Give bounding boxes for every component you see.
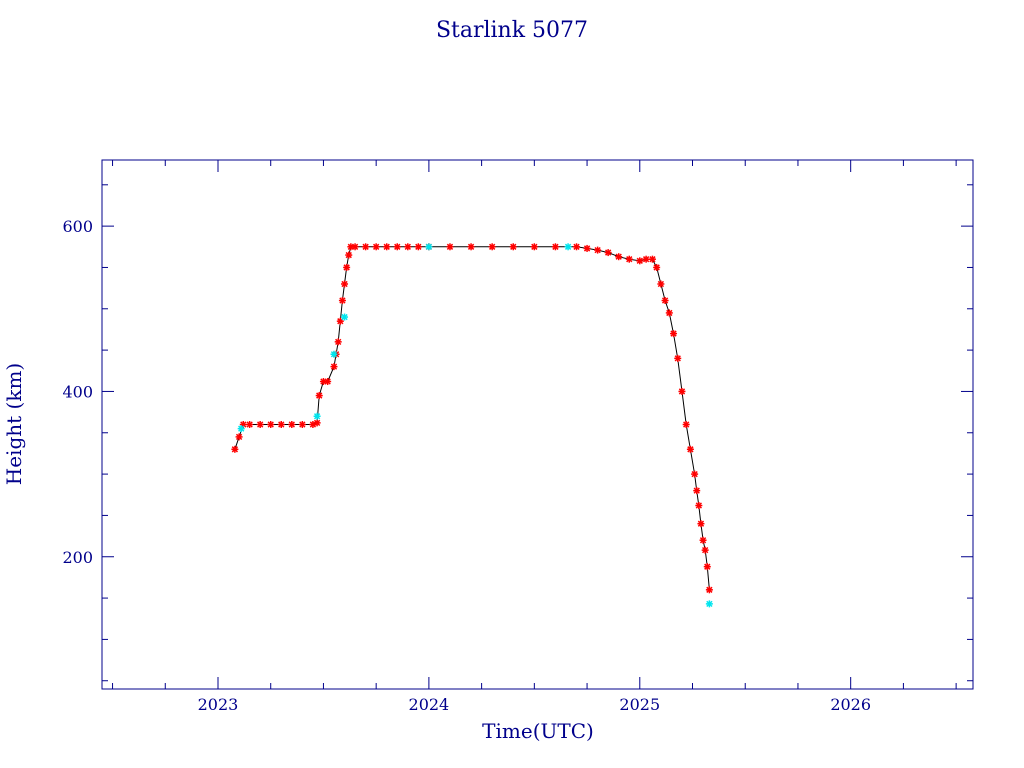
data-point xyxy=(697,520,705,528)
data-point xyxy=(298,421,306,428)
data-point xyxy=(467,243,475,251)
data-point xyxy=(231,445,239,453)
x-axis-ticks xyxy=(217,160,852,689)
data-point xyxy=(288,421,296,428)
x-axis-minor-ticks xyxy=(112,160,957,689)
data-point xyxy=(705,586,713,594)
data-point xyxy=(604,249,612,257)
data-point xyxy=(682,421,690,428)
data-point xyxy=(330,350,338,358)
data-point xyxy=(551,243,559,251)
x-tick-label: 2026 xyxy=(830,695,871,714)
data-point xyxy=(446,243,454,251)
x-axis-tick-labels: 2023 2024 2025 2026 xyxy=(198,695,871,714)
data-point xyxy=(573,243,581,251)
data-point xyxy=(362,243,370,251)
data-point xyxy=(345,251,353,259)
data-point xyxy=(267,421,275,428)
y-axis-minor-ticks xyxy=(102,184,973,682)
data-point xyxy=(324,378,332,386)
x-axis-label: Time(UTC) xyxy=(482,719,594,743)
y-axis-tick-labels: 200 400 600 xyxy=(62,217,93,567)
series-points xyxy=(231,243,713,608)
data-point xyxy=(699,536,707,544)
plot-frame xyxy=(101,159,974,690)
data-point xyxy=(341,313,349,321)
data-point xyxy=(636,257,644,265)
data-point xyxy=(583,244,591,252)
data-point xyxy=(425,243,433,251)
data-point xyxy=(661,297,669,305)
data-point xyxy=(701,546,709,554)
data-point xyxy=(693,487,701,495)
data-point xyxy=(625,255,633,263)
series-secondary xyxy=(237,243,713,608)
data-point xyxy=(246,421,254,428)
data-point xyxy=(237,425,245,433)
y-tick-label: 600 xyxy=(62,217,93,236)
data-point xyxy=(235,433,243,441)
data-point xyxy=(691,470,699,478)
y-axis-label: Height (km) xyxy=(2,363,26,485)
data-point xyxy=(678,387,686,395)
series-line xyxy=(234,246,710,590)
x-tick-label: 2024 xyxy=(409,695,450,714)
data-point xyxy=(313,412,321,420)
data-point xyxy=(695,502,703,510)
data-point xyxy=(705,600,713,608)
series-primary xyxy=(231,243,713,594)
y-axis-ticks xyxy=(102,225,973,558)
data-point xyxy=(670,330,678,338)
data-point xyxy=(341,280,349,288)
data-point xyxy=(674,354,682,362)
y-tick-label: 200 xyxy=(62,548,93,567)
chart-title: Starlink 5077 xyxy=(436,18,588,43)
data-point xyxy=(414,243,422,251)
x-tick-label: 2025 xyxy=(619,695,660,714)
data-point xyxy=(642,255,650,263)
data-point xyxy=(564,243,572,251)
y-tick-label: 400 xyxy=(62,382,93,401)
data-point xyxy=(686,445,694,453)
data-point xyxy=(665,309,673,317)
data-point xyxy=(330,363,338,371)
data-point xyxy=(703,563,711,571)
data-point xyxy=(383,243,391,251)
data-point xyxy=(594,246,602,254)
data-point xyxy=(315,392,323,400)
data-point xyxy=(372,243,380,251)
data-point xyxy=(653,263,661,271)
data-point xyxy=(509,243,517,251)
data-point xyxy=(334,338,342,346)
data-point xyxy=(615,253,623,261)
x-tick-label: 2023 xyxy=(198,695,239,714)
data-point xyxy=(657,280,665,288)
series-lines xyxy=(234,246,710,590)
data-point xyxy=(277,421,285,428)
data-point xyxy=(648,255,656,263)
data-point xyxy=(488,243,496,251)
data-point xyxy=(530,243,538,251)
data-point xyxy=(404,243,412,251)
data-point xyxy=(343,263,351,271)
data-point xyxy=(256,421,264,428)
data-point xyxy=(338,297,346,305)
data-point xyxy=(313,419,321,427)
data-point xyxy=(393,243,401,251)
data-point xyxy=(351,243,359,251)
